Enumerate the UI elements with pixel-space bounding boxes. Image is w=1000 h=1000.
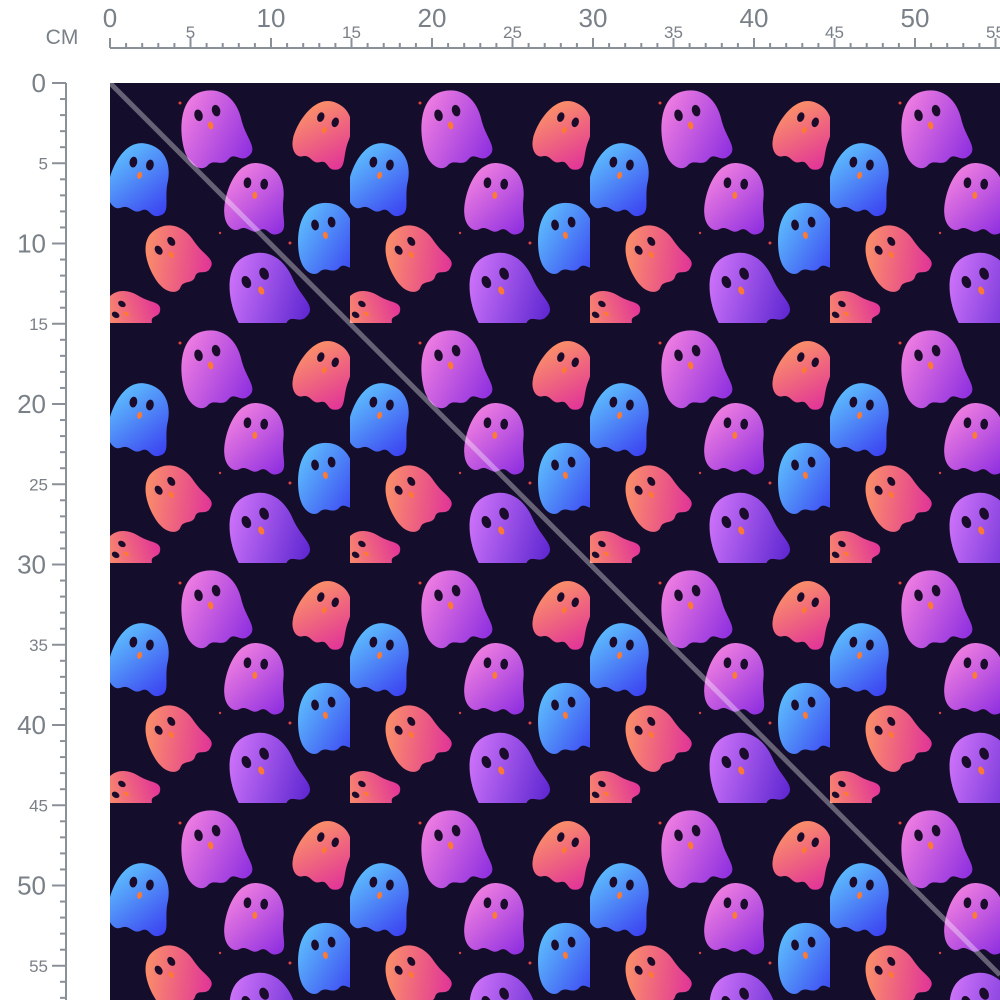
top-ruler-label: 10	[257, 3, 286, 33]
top-ruler-label: 5	[186, 23, 195, 42]
top-ruler-label: 15	[342, 23, 361, 42]
left-ruler-label: 5	[39, 154, 48, 173]
left-ruler-label: 45	[29, 796, 48, 815]
top-ruler-label: 30	[579, 3, 608, 33]
left-ruler-label: 55	[29, 957, 48, 976]
left-ruler-label: 25	[29, 475, 48, 494]
top-ruler-label: 35	[664, 23, 683, 42]
left-ruler-label: 30	[17, 550, 46, 580]
left-ruler-label: 50	[17, 871, 46, 901]
fabric-swatch	[110, 83, 1000, 1000]
top-ruler-label: 50	[901, 3, 930, 33]
left-ruler-label: 35	[29, 636, 48, 655]
top-ruler-label: 0	[103, 3, 117, 33]
top-ruler-label: 40	[740, 3, 769, 33]
left-ruler-label: 20	[17, 389, 46, 419]
top-ruler-label: 25	[503, 23, 522, 42]
diagonal-reflection	[108, 81, 1000, 977]
left-ruler-label: 40	[17, 710, 46, 740]
top-ruler-label: 55	[986, 23, 1000, 42]
top-ruler-label: 45	[825, 23, 844, 42]
left-ruler-label: 0	[32, 68, 46, 98]
left-ruler-label: 10	[17, 229, 46, 259]
rulers: 0 5 10 15 20 25 30 35 40 45 50 55 0 5 10 15 20 25 30 35 40 45…	[17, 3, 1000, 999]
left-ruler-label: 15	[29, 315, 48, 334]
unit-label: CM	[46, 26, 79, 49]
top-ruler-label: 20	[418, 3, 447, 33]
